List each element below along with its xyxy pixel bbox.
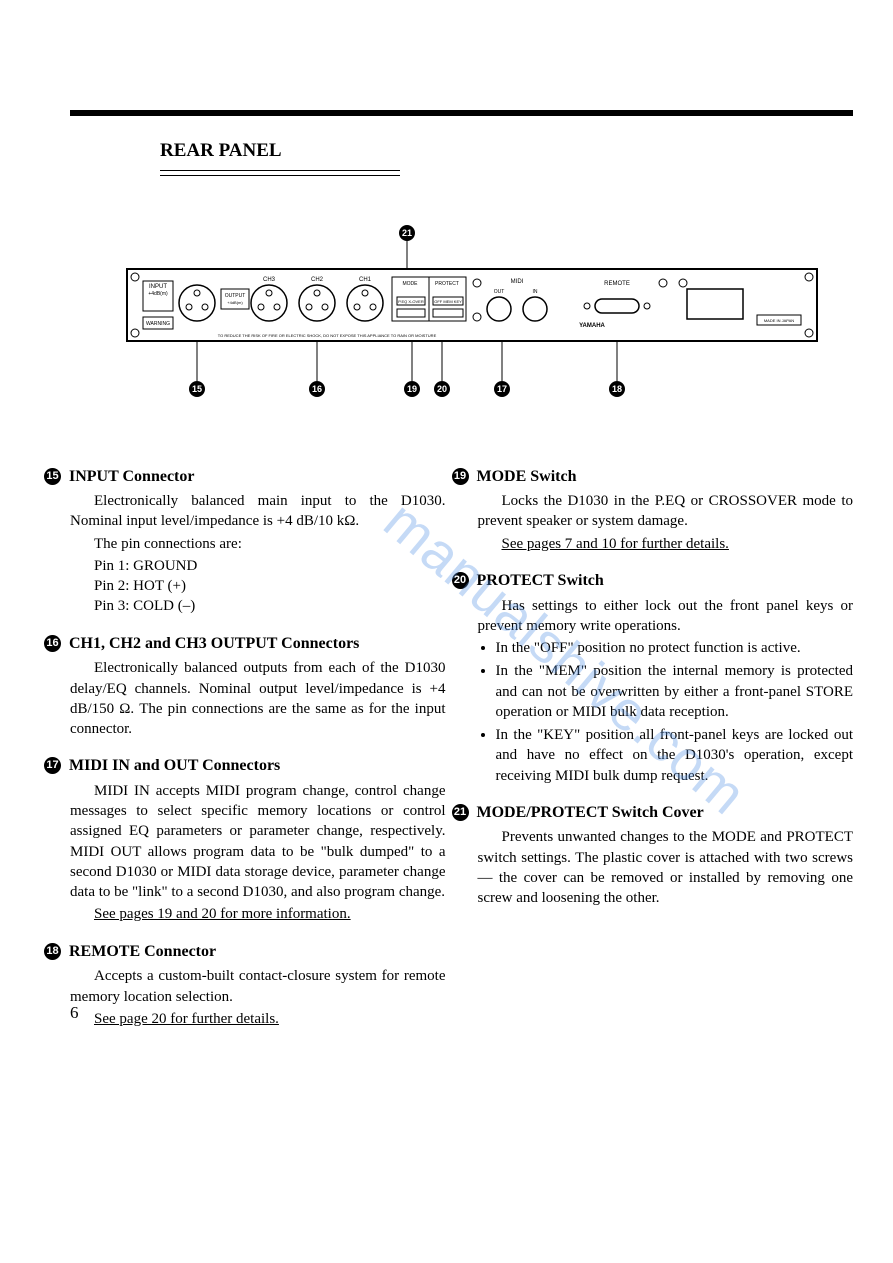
lbl-ch2: CH2 bbox=[310, 277, 323, 283]
title-16: CH1, CH2 and CH3 OUTPUT Connectors bbox=[69, 633, 359, 655]
manual-page: REAR PANEL 21 INPUT +4dB(m) WARNING bbox=[0, 0, 893, 1085]
num-17: 17 bbox=[44, 757, 61, 774]
item-16: 16CH1, CH2 and CH3 OUTPUT Connectors Ele… bbox=[70, 633, 446, 740]
lbl-peq: P.EQ X-OVER bbox=[398, 299, 424, 304]
lbl-offmem: OFF MEM KEY bbox=[434, 299, 462, 304]
num-19: 19 bbox=[452, 468, 469, 485]
callout-19: 19 bbox=[406, 384, 416, 394]
item-15: 15INPUT Connector Electronically balance… bbox=[70, 466, 446, 617]
title-19: MODE Switch bbox=[477, 466, 577, 488]
pin: Pin 1: GROUND bbox=[94, 556, 446, 576]
lbl-midi: MIDI bbox=[510, 279, 523, 285]
lbl-ch1: CH1 bbox=[358, 277, 371, 283]
bullet: In the "MEM" position the internal memor… bbox=[496, 661, 854, 722]
callout-21: 21 bbox=[401, 228, 411, 238]
num-16: 16 bbox=[44, 635, 61, 652]
title-15: INPUT Connector bbox=[69, 466, 194, 488]
p: Electronically balanced main input to th… bbox=[70, 491, 446, 532]
lbl-mode: MODE bbox=[402, 281, 418, 287]
num-20: 20 bbox=[452, 572, 469, 589]
callout-17: 17 bbox=[496, 384, 506, 394]
item-20: 20PROTECT Switch Has settings to either … bbox=[478, 570, 854, 786]
callout-16: 16 bbox=[311, 384, 321, 394]
pin: Pin 3: COLD (–) bbox=[94, 596, 446, 616]
bullet: In the "OFF" position no protect functio… bbox=[496, 638, 854, 658]
p: Prevents unwanted changes to the MODE an… bbox=[478, 827, 854, 908]
lbl-remote: REMOTE bbox=[604, 281, 630, 287]
lbl-warning: WARNING bbox=[146, 321, 170, 327]
lbl-inputlevel: +4dB(m) bbox=[148, 291, 168, 297]
callout-18: 18 bbox=[611, 384, 621, 394]
title-18: REMOTE Connector bbox=[69, 941, 216, 963]
bullet: In the "KEY" position all front-panel ke… bbox=[496, 725, 854, 786]
section-underline bbox=[160, 170, 400, 176]
right-column: 19MODE Switch Locks the D1030 in the P.E… bbox=[478, 466, 854, 1045]
diagram-svg: 21 INPUT +4dB(m) WARNING OUTPUT +4 bbox=[112, 221, 832, 411]
item-21: 21MODE/PROTECT Switch Cover Prevents unw… bbox=[478, 802, 854, 909]
lbl-outlevel: +4dB(m) bbox=[227, 300, 243, 305]
item-19: 19MODE Switch Locks the D1030 in the P.E… bbox=[478, 466, 854, 554]
see-link: See page 20 for further details. bbox=[70, 1009, 446, 1029]
pin: Pin 2: HOT (+) bbox=[94, 576, 446, 596]
p: Locks the D1030 in the P.EQ or CROSSOVER… bbox=[478, 491, 854, 532]
title-20: PROTECT Switch bbox=[477, 570, 604, 592]
lbl-ch3: CH3 bbox=[262, 277, 275, 283]
see-link: See pages 19 and 20 for more information… bbox=[70, 904, 446, 924]
p: Electronically balanced outputs from eac… bbox=[70, 658, 446, 739]
lbl-protect: PROTECT bbox=[435, 281, 459, 287]
left-column: 15INPUT Connector Electronically balance… bbox=[70, 466, 446, 1045]
lbl-fcc: TO REDUCE THE RISK OF FIRE OR ELECTRIC S… bbox=[217, 333, 436, 338]
top-rule bbox=[70, 110, 853, 116]
item-17: 17MIDI IN and OUT Connectors MIDI IN acc… bbox=[70, 755, 446, 924]
lbl-input: INPUT bbox=[149, 284, 167, 290]
lbl-brand: YAMAHA bbox=[579, 323, 605, 329]
title-17: MIDI IN and OUT Connectors bbox=[69, 755, 280, 777]
p: Has settings to either lock out the fron… bbox=[478, 596, 854, 637]
p: MIDI IN accepts MIDI program change, con… bbox=[70, 781, 446, 903]
lbl-midiout: OUT bbox=[493, 289, 504, 295]
num-21: 21 bbox=[452, 804, 469, 821]
lbl-made: MADE IN JAPAN bbox=[763, 318, 793, 323]
rear-panel-diagram: 21 INPUT +4dB(m) WARNING OUTPUT +4 bbox=[110, 221, 833, 411]
lbl-midiin: IN bbox=[532, 289, 537, 295]
callout-15: 15 bbox=[191, 384, 201, 394]
title-21: MODE/PROTECT Switch Cover bbox=[477, 802, 704, 824]
body-columns: 15INPUT Connector Electronically balance… bbox=[70, 466, 853, 1045]
page-number: 6 bbox=[70, 1002, 79, 1025]
item-18: 18REMOTE Connector Accepts a custom-buil… bbox=[70, 941, 446, 1029]
p: Accepts a custom-built contact-closure s… bbox=[70, 966, 446, 1007]
callout-20: 20 bbox=[436, 384, 446, 394]
lbl-output: OUTPUT bbox=[224, 293, 245, 299]
see-link: See pages 7 and 10 for further details. bbox=[478, 534, 854, 554]
num-15: 15 bbox=[44, 468, 61, 485]
p: The pin connections are: bbox=[70, 534, 446, 554]
section-title: REAR PANEL bbox=[160, 138, 853, 164]
num-18: 18 bbox=[44, 943, 61, 960]
